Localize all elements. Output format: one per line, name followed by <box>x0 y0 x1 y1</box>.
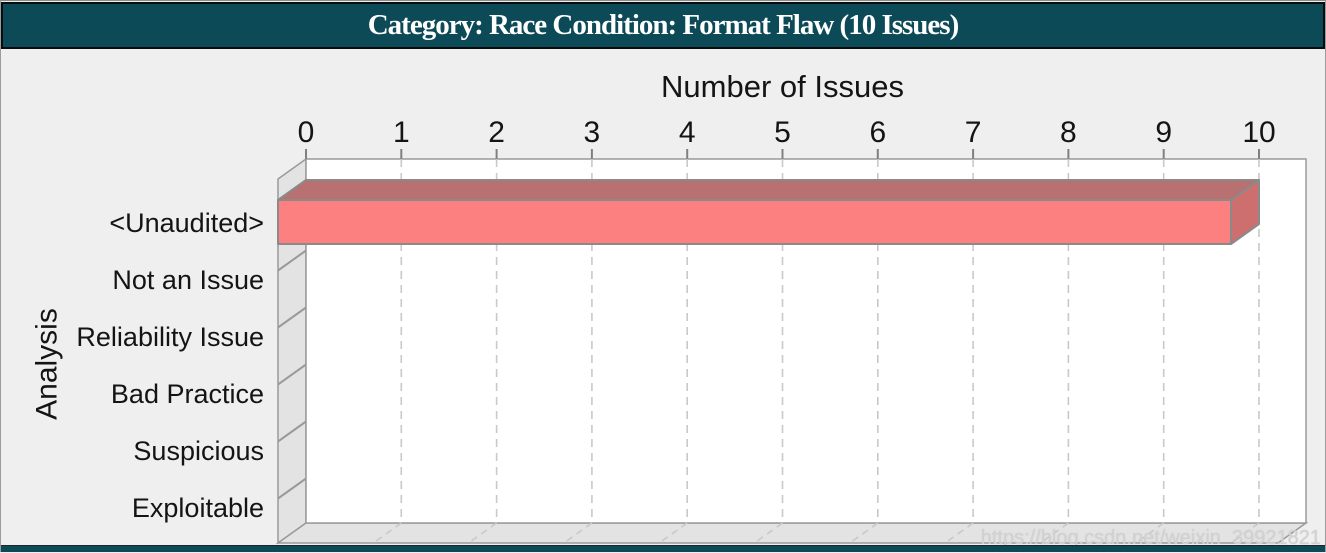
tick-label: 6 <box>869 116 886 149</box>
category-label: Bad Practice <box>111 379 264 409</box>
floor-tick-dash <box>468 522 498 544</box>
tick-label: 2 <box>488 116 505 149</box>
tick-label: 4 <box>679 116 696 149</box>
tick-label: 3 <box>584 116 601 149</box>
category-label: Reliability Issue <box>76 322 264 352</box>
x-axis-title: Number of Issues <box>661 69 904 104</box>
floor-tick-dash <box>849 522 879 544</box>
footer-bar <box>1 545 1325 552</box>
floor-tick-dash <box>658 522 688 544</box>
bar-front-face <box>277 199 1232 245</box>
wall-row-divider <box>277 306 307 329</box>
chart-title: Category: Race Condition: Format Flaw (1… <box>367 9 960 41</box>
floor-tick-dash <box>1230 522 1260 544</box>
wall-row-divider <box>277 420 307 443</box>
chart-title-bar: Category: Race Condition: Format Flaw (1… <box>1 2 1325 49</box>
tick-label: 10 <box>1242 116 1275 149</box>
tick-label: 0 <box>298 116 315 149</box>
category-label: <Unaudited> <box>109 208 264 238</box>
floor-tick-dash <box>754 522 783 544</box>
floor-tick-dash <box>944 522 974 544</box>
wall-row-divider <box>277 249 307 272</box>
category-label: Not an Issue <box>112 265 264 295</box>
bar-top-face <box>277 179 1260 201</box>
tick-label: 8 <box>1060 116 1077 149</box>
wall-row-divider <box>277 363 307 386</box>
floor-tick-dash <box>1135 522 1165 544</box>
floor-tick-dash <box>1039 522 1069 544</box>
tick-label: 9 <box>1155 116 1172 149</box>
wall-row-divider <box>277 477 307 500</box>
category-label: Suspicious <box>133 436 264 466</box>
tick-label: 1 <box>393 116 410 149</box>
floor-tick-dash <box>372 522 402 544</box>
watermark: https://blog.csdn.net/weixin_39921821 <box>980 527 1321 549</box>
category-label: Exploitable <box>132 493 264 523</box>
floor-tick-dash <box>563 522 593 544</box>
tick-label: 5 <box>774 116 791 149</box>
tick-label: 7 <box>965 116 982 149</box>
